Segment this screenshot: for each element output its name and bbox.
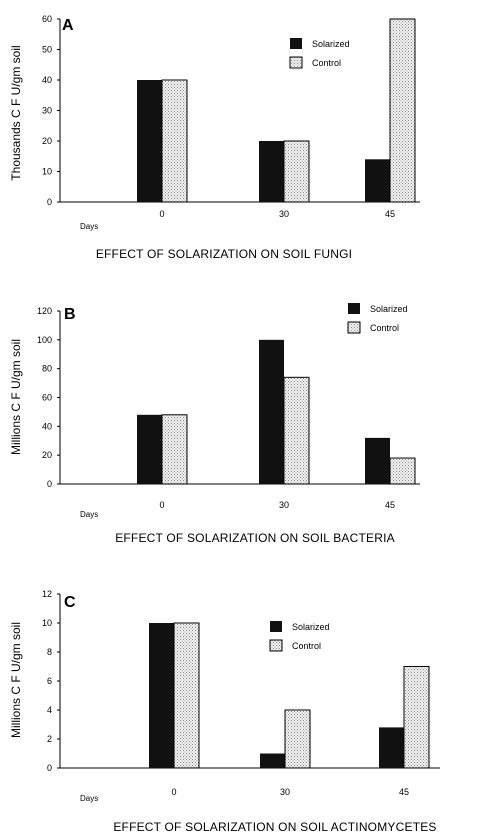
y-tick-label: 40	[42, 421, 52, 431]
bar-control-day-30	[283, 376, 310, 485]
y-tick-label: 20	[42, 450, 52, 460]
x-tick-label: 0	[171, 787, 176, 797]
x-tick-label: 30	[279, 209, 289, 219]
legend-label-control: Control	[312, 58, 341, 68]
plot-area: 0 2 4 6 8 10 12 0 30 45 Solarized Control	[42, 589, 440, 797]
panel-actinomycetes: C Millions C F U/gm soil Days EFFECT OF …	[9, 589, 440, 834]
bar-control-day-45	[403, 666, 430, 769]
y-tick-label: 10	[42, 167, 52, 177]
bar-solarized-day-0	[149, 623, 174, 768]
chart-caption: EFFECT OF SOLARIZATION ON SOIL FUNGI	[96, 247, 352, 261]
bar-control-day-45	[389, 457, 416, 485]
legend-label-control: Control	[292, 641, 321, 651]
y-tick-label: 2	[47, 734, 52, 744]
x-tick-label: 45	[385, 500, 395, 510]
x-tick-label: 0	[159, 500, 164, 510]
chart-caption: EFFECT OF SOLARIZATION ON SOIL BACTERIA	[115, 531, 395, 545]
plot-area: 0 20 40 60 80 100 120 0 30 45 Solarized Control	[37, 303, 420, 510]
legend-label-solarized: Solarized	[370, 304, 408, 314]
y-tick-label: 40	[42, 75, 52, 85]
panel-letter: B	[64, 306, 76, 323]
y-axis-label: Millions C F U/gm soil	[9, 622, 23, 738]
bar-control-day-30	[284, 709, 311, 769]
bar-solarized-day-30	[259, 339, 284, 484]
svg-text:Thousands C F U/gm soil: Thousands C F U/gm soil	[9, 45, 23, 180]
y-tick-label: 80	[42, 364, 52, 374]
legend-swatch-control	[347, 321, 361, 334]
panel-letter: C	[64, 594, 76, 611]
bar-control-day-0	[173, 622, 200, 769]
y-tick-label: 12	[42, 589, 52, 599]
x-tick-label: 30	[280, 787, 290, 797]
bar-control-day-30	[283, 140, 310, 203]
y-tick-label: 20	[42, 136, 52, 146]
svg-text:Millions C F U/gm soil: Millions C F U/gm soil	[9, 339, 23, 455]
y-tick-label: 4	[47, 705, 52, 715]
legend: Solarized Control	[269, 621, 330, 652]
x-tick-label: 45	[399, 787, 409, 797]
legend-swatch-solarized	[270, 621, 282, 632]
panel-fungi: A Thousands C F U/gm soil Days EFFECT OF…	[9, 14, 420, 261]
bar-solarized-day-45	[365, 437, 390, 484]
y-tick-label: 60	[42, 14, 52, 24]
x-axis-label: Days	[80, 510, 98, 519]
svg-text:Millions C F U/gm soil: Millions C F U/gm soil	[9, 622, 23, 738]
bar-control-day-0	[161, 79, 188, 203]
plot-area: 0 10 20 30 40 50 60 0 30 45 Solarized Control	[42, 14, 420, 219]
y-tick-label: 6	[47, 676, 52, 686]
x-tick-label: 0	[159, 209, 164, 219]
y-tick-label: 10	[42, 618, 52, 628]
legend-label-solarized: Solarized	[292, 622, 330, 632]
bar-solarized-day-30	[259, 141, 284, 202]
y-tick-label: 0	[47, 763, 52, 773]
y-tick-label: 120	[37, 306, 52, 316]
x-axis-label: Days	[80, 222, 98, 231]
bar-solarized-day-0	[137, 414, 162, 484]
bar-solarized-day-0	[137, 80, 162, 202]
y-tick-label: 50	[42, 45, 52, 55]
x-tick-label: 45	[385, 209, 395, 219]
y-tick-label: 30	[42, 106, 52, 116]
bar-control-day-45	[389, 18, 416, 203]
y-tick-label: 60	[42, 393, 52, 403]
y-axis-label: Millions C F U/gm soil	[9, 339, 23, 455]
legend: Solarized Control	[347, 303, 408, 334]
y-axis-label: Thousands C F U/gm soil	[9, 45, 23, 180]
x-tick-label: 30	[279, 500, 289, 510]
x-axis-label: Days	[80, 794, 98, 803]
panel-bacteria: B Millions C F U/gm soil Days EFFECT OF …	[9, 303, 420, 545]
bar-solarized-day-45	[379, 727, 404, 768]
legend-swatch-solarized	[290, 38, 302, 49]
panel-letter: A	[62, 17, 74, 34]
legend-swatch-control	[269, 639, 283, 652]
legend-label-solarized: Solarized	[312, 39, 350, 49]
bar-solarized-day-30	[260, 753, 285, 768]
y-tick-label: 100	[37, 335, 52, 345]
y-tick-label: 0	[47, 479, 52, 489]
legend-swatch-solarized	[348, 303, 360, 314]
bar-control-day-0	[161, 414, 188, 485]
legend: Solarized Control	[289, 38, 350, 69]
chart-caption: EFFECT OF SOLARIZATION ON SOIL ACTINOMYC…	[113, 820, 436, 834]
y-tick-label: 0	[47, 197, 52, 207]
bar-solarized-day-45	[365, 159, 390, 202]
y-tick-label: 8	[47, 647, 52, 657]
legend-label-control: Control	[370, 323, 399, 333]
legend-swatch-control	[289, 56, 303, 69]
